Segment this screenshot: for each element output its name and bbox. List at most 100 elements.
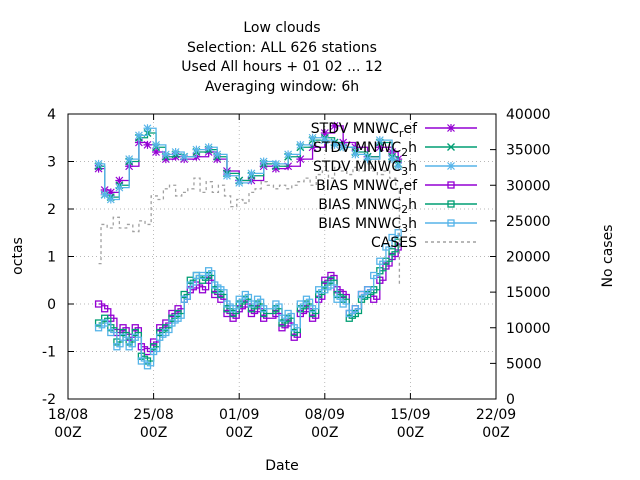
y2-tick-label: 35000 bbox=[506, 143, 551, 159]
data-point bbox=[308, 305, 317, 313]
data-point bbox=[388, 248, 396, 256]
legend-label-tail: h bbox=[408, 159, 417, 175]
data-point bbox=[278, 314, 286, 322]
legend-label-main: BIAS MNWC bbox=[318, 197, 401, 213]
x-tick-label-line: 18/08 bbox=[48, 407, 88, 423]
data-point bbox=[101, 319, 109, 327]
data-point bbox=[302, 295, 311, 303]
legend-label-tail: h bbox=[408, 216, 417, 232]
legend-label: BIAS MNWCref bbox=[316, 178, 418, 197]
legend-label-tail: ef bbox=[403, 121, 418, 137]
data-point bbox=[363, 286, 372, 294]
data-point bbox=[180, 290, 188, 299]
data-point bbox=[213, 150, 222, 159]
data-point bbox=[217, 295, 225, 303]
data-point bbox=[327, 281, 335, 289]
y2-tick-label: 15000 bbox=[506, 285, 551, 301]
data-point bbox=[162, 328, 170, 337]
data-point bbox=[447, 124, 455, 132]
series-2 bbox=[94, 124, 403, 204]
data-point bbox=[296, 155, 305, 164]
data-point bbox=[213, 155, 222, 164]
data-point bbox=[235, 295, 243, 303]
x-tick-label-line: 00Z bbox=[225, 425, 252, 441]
data-point bbox=[222, 171, 231, 180]
x-tick-label-line: 00Z bbox=[397, 425, 424, 441]
x-tick-label: 22/09 00Z bbox=[476, 407, 516, 441]
data-point bbox=[152, 148, 161, 156]
data-point bbox=[143, 140, 152, 149]
data-point bbox=[174, 314, 182, 322]
data-point bbox=[333, 295, 341, 303]
y2-tick-label: 5000 bbox=[506, 356, 542, 372]
data-point bbox=[376, 257, 384, 265]
data-point bbox=[168, 319, 176, 327]
data-point bbox=[388, 233, 396, 242]
legend-label-sub: r bbox=[399, 127, 404, 140]
data-point bbox=[204, 143, 213, 152]
x-tick-label: 08/09 00Z bbox=[305, 407, 345, 441]
title-line-2: Selection: ALL 626 stations bbox=[187, 40, 377, 56]
data-point bbox=[198, 271, 207, 280]
y-tick-label: -1 bbox=[42, 345, 56, 361]
data-point bbox=[388, 155, 397, 164]
y-tick-label: 3 bbox=[47, 155, 56, 171]
legend-label: STDV MNWCref bbox=[311, 121, 418, 140]
data-point bbox=[229, 314, 237, 322]
data-point bbox=[370, 271, 378, 280]
legend-label: CASES bbox=[371, 235, 417, 251]
series-line bbox=[98, 232, 399, 367]
y-tick-label: 4 bbox=[47, 107, 56, 123]
data-point bbox=[241, 290, 249, 299]
data-point bbox=[235, 178, 244, 187]
data-point bbox=[198, 286, 207, 294]
data-point bbox=[162, 324, 170, 332]
data-point bbox=[186, 276, 194, 284]
axis-ticks: -2 -1 0 1 2 3 4 0 5000 10000 15000 20000 25000 30000 3… bbox=[42, 107, 551, 441]
data-point bbox=[180, 152, 189, 161]
x-tick-label: 18/08 00Z bbox=[48, 407, 88, 441]
data-point bbox=[131, 324, 139, 332]
data-point bbox=[351, 305, 360, 313]
data-point bbox=[125, 343, 133, 351]
legend-label-sub: 2 bbox=[401, 203, 408, 216]
data-point bbox=[271, 159, 280, 168]
data-point bbox=[308, 309, 317, 318]
data-point bbox=[174, 305, 182, 313]
x-tick-label-line: 00Z bbox=[482, 425, 509, 441]
y2-tick-label: 20000 bbox=[506, 250, 551, 266]
data-point bbox=[247, 305, 256, 313]
legend-label-sub: 3 bbox=[401, 222, 408, 235]
data-point bbox=[447, 200, 455, 208]
legend-label-sub: r bbox=[399, 184, 404, 197]
x-tick-label-line: 22/09 bbox=[476, 407, 516, 423]
data-point bbox=[278, 319, 286, 327]
data-point bbox=[272, 300, 280, 308]
data-point bbox=[94, 164, 103, 173]
legend-label-tail: ef bbox=[403, 178, 418, 194]
y2-tick-label: 40000 bbox=[506, 107, 551, 123]
data-point bbox=[174, 309, 182, 318]
data-point bbox=[447, 162, 455, 170]
y-tick-label: 1 bbox=[47, 250, 56, 266]
x-tick-label-line: 00Z bbox=[54, 425, 81, 441]
data-point bbox=[447, 181, 455, 189]
data-point bbox=[217, 286, 225, 294]
data-point bbox=[217, 290, 225, 299]
legend-label-main: CASES bbox=[371, 235, 417, 251]
data-point bbox=[260, 309, 268, 318]
series-6 bbox=[98, 163, 401, 285]
data-point bbox=[447, 143, 455, 151]
x-tick-label-line: 00Z bbox=[311, 425, 338, 441]
data-point bbox=[137, 357, 146, 365]
data-point bbox=[94, 159, 103, 168]
data-point bbox=[192, 145, 201, 154]
data-point bbox=[186, 281, 194, 289]
data-point bbox=[321, 286, 329, 294]
x-tick-label: 25/08 00Z bbox=[133, 407, 173, 441]
legend-label: STDV MNWC2h bbox=[313, 140, 417, 159]
data-point bbox=[131, 328, 139, 337]
data-point bbox=[394, 229, 402, 237]
data-point bbox=[375, 136, 384, 145]
data-point bbox=[100, 190, 109, 199]
